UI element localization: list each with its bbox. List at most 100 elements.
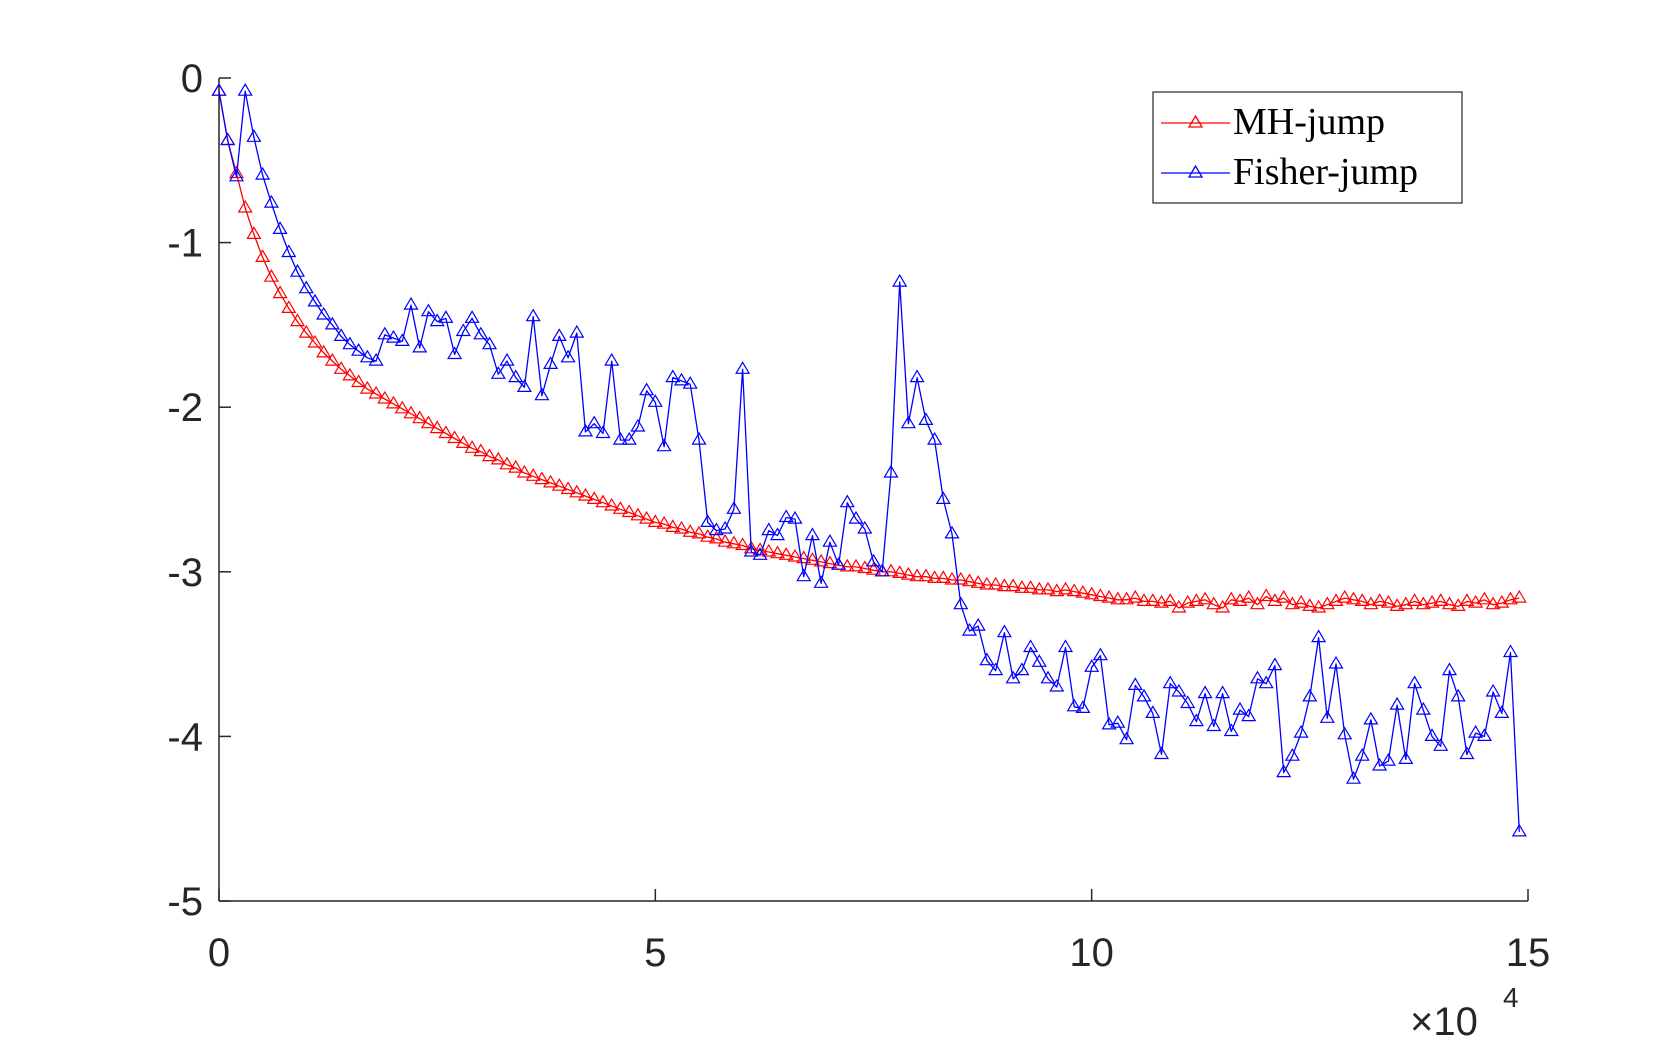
data-point-fisher-jump (883, 464, 899, 478)
data-point-mh-jump (865, 562, 882, 575)
data-point-fisher-jump (909, 369, 925, 383)
data-point-fisher-jump (351, 343, 367, 356)
data-point-fisher-jump (1223, 723, 1239, 737)
data-point-mh-jump (342, 367, 358, 381)
data-point-fisher-jump (1328, 655, 1344, 669)
data-point-mh-jump (1197, 591, 1213, 605)
data-point-mh-jump (1057, 581, 1074, 595)
data-point-fisher-jump (298, 280, 314, 294)
data-point-fisher-jump (1380, 752, 1396, 766)
data-point-fisher-jump (691, 431, 707, 445)
data-point-mh-jump (909, 568, 925, 582)
data-point-fisher-jump (1398, 751, 1414, 764)
data-point-fisher-jump (673, 372, 690, 386)
y-tick-label: -3 (167, 551, 203, 595)
data-point-mh-jump (1153, 594, 1170, 608)
data-point-fisher-jump (1057, 639, 1074, 653)
data-point-mh-jump (1180, 594, 1196, 608)
data-point-fisher-jump (1424, 728, 1440, 741)
data-point-fisher-jump (237, 83, 253, 96)
data-point-mh-jump (447, 430, 463, 444)
data-point-fisher-jump (752, 547, 768, 560)
data-point-mh-jump (857, 560, 873, 574)
legend-entry-fisher-jump: Fisher-jump (1161, 151, 1418, 193)
data-point-fisher-jump (1494, 705, 1510, 718)
data-point-fisher-jump (1084, 659, 1100, 672)
data-point-mh-jump (281, 300, 297, 313)
data-point-fisher-jump (1023, 639, 1039, 653)
data-point-fisher-jump (490, 366, 506, 379)
data-point-mh-jump (420, 415, 436, 429)
data-point-fisher-jump (787, 510, 803, 524)
data-point-mh-jump (1092, 588, 1108, 602)
data-point-fisher-jump (1293, 724, 1309, 738)
data-point-fisher-jump (211, 83, 227, 96)
data-point-fisher-jump (935, 491, 951, 504)
data-point-fisher-jump (1415, 701, 1431, 715)
data-point-mh-jump (743, 540, 759, 554)
data-point-mh-jump (639, 510, 655, 524)
data-point-mh-jump (700, 529, 716, 542)
data-point-fisher-jump (1049, 678, 1065, 692)
data-point-mh-jump (385, 395, 402, 409)
data-point-fisher-jump (848, 510, 864, 524)
data-point-mh-jump (604, 497, 620, 511)
y-tick-label: 0 (181, 57, 203, 101)
x-exponent-base: ×10 (1410, 1000, 1478, 1042)
data-point-fisher-jump (761, 522, 777, 536)
tick-marks (218, 77, 1529, 902)
data-point-mh-jump (822, 555, 838, 569)
data-point-mh-jump (543, 474, 559, 488)
data-point-mh-jump (735, 537, 751, 551)
data-point-mh-jump (935, 570, 951, 583)
data-point-fisher-jump (621, 431, 637, 445)
data-point-fisher-jump (953, 596, 969, 610)
data-point-mh-jump (944, 571, 960, 585)
data-point-mh-jump (656, 515, 672, 529)
data-point-mh-jump (1293, 594, 1309, 608)
data-point-fisher-jump (394, 333, 410, 346)
data-point-fisher-jump (455, 323, 471, 337)
data-point-fisher-jump (1206, 718, 1222, 732)
data-point-mh-jump (1101, 589, 1117, 603)
data-point-fisher-jump (403, 296, 419, 310)
data-point-mh-jump (1433, 593, 1449, 606)
data-point-fisher-jump (1162, 675, 1178, 689)
data-point-mh-jump (368, 385, 384, 399)
data-point-fisher-jump (543, 356, 559, 369)
data-point-fisher-jump (438, 310, 454, 323)
data-point-fisher-jump (1511, 823, 1527, 837)
data-point-mh-jump (647, 514, 663, 527)
data-point-fisher-jump (1389, 696, 1405, 710)
data-point-fisher-jump (1468, 724, 1484, 738)
data-point-mh-jump (490, 451, 506, 465)
data-point-mh-jump (665, 519, 681, 532)
data-point-mh-jump (1014, 580, 1030, 593)
data-point-mh-jump (970, 575, 986, 588)
data-point-mh-jump (1206, 596, 1222, 610)
data-point-mh-jump (1337, 589, 1353, 603)
y-tick-label: -5 (167, 880, 203, 924)
data-point-fisher-jump (1345, 771, 1362, 784)
legend-box (1152, 91, 1463, 204)
data-point-fisher-jump (447, 346, 463, 360)
series-fisher-jump (211, 83, 1527, 837)
data-point-mh-jump (1162, 593, 1178, 606)
x-exponent-label: ×10 4 (1410, 982, 1519, 1042)
data-point-mh-jump (412, 410, 428, 424)
data-point-mh-jump (1441, 596, 1458, 610)
data-point-mh-jump (560, 481, 576, 495)
data-point-fisher-jump (1502, 644, 1519, 658)
data-point-mh-jump (359, 380, 375, 394)
data-point-mh-jump (455, 435, 471, 448)
data-point-mh-jump (848, 558, 864, 572)
data-point-mh-jump (1136, 593, 1152, 606)
data-point-mh-jump (289, 313, 306, 327)
data-point-fisher-jump (700, 514, 716, 527)
data-point-fisher-jump (1188, 713, 1204, 727)
data-point-fisher-jump (927, 431, 943, 445)
axes (218, 78, 1528, 902)
data-point-mh-jump (516, 464, 532, 478)
data-point-fisher-jump (970, 617, 986, 631)
y-tick-label: -2 (167, 386, 203, 430)
